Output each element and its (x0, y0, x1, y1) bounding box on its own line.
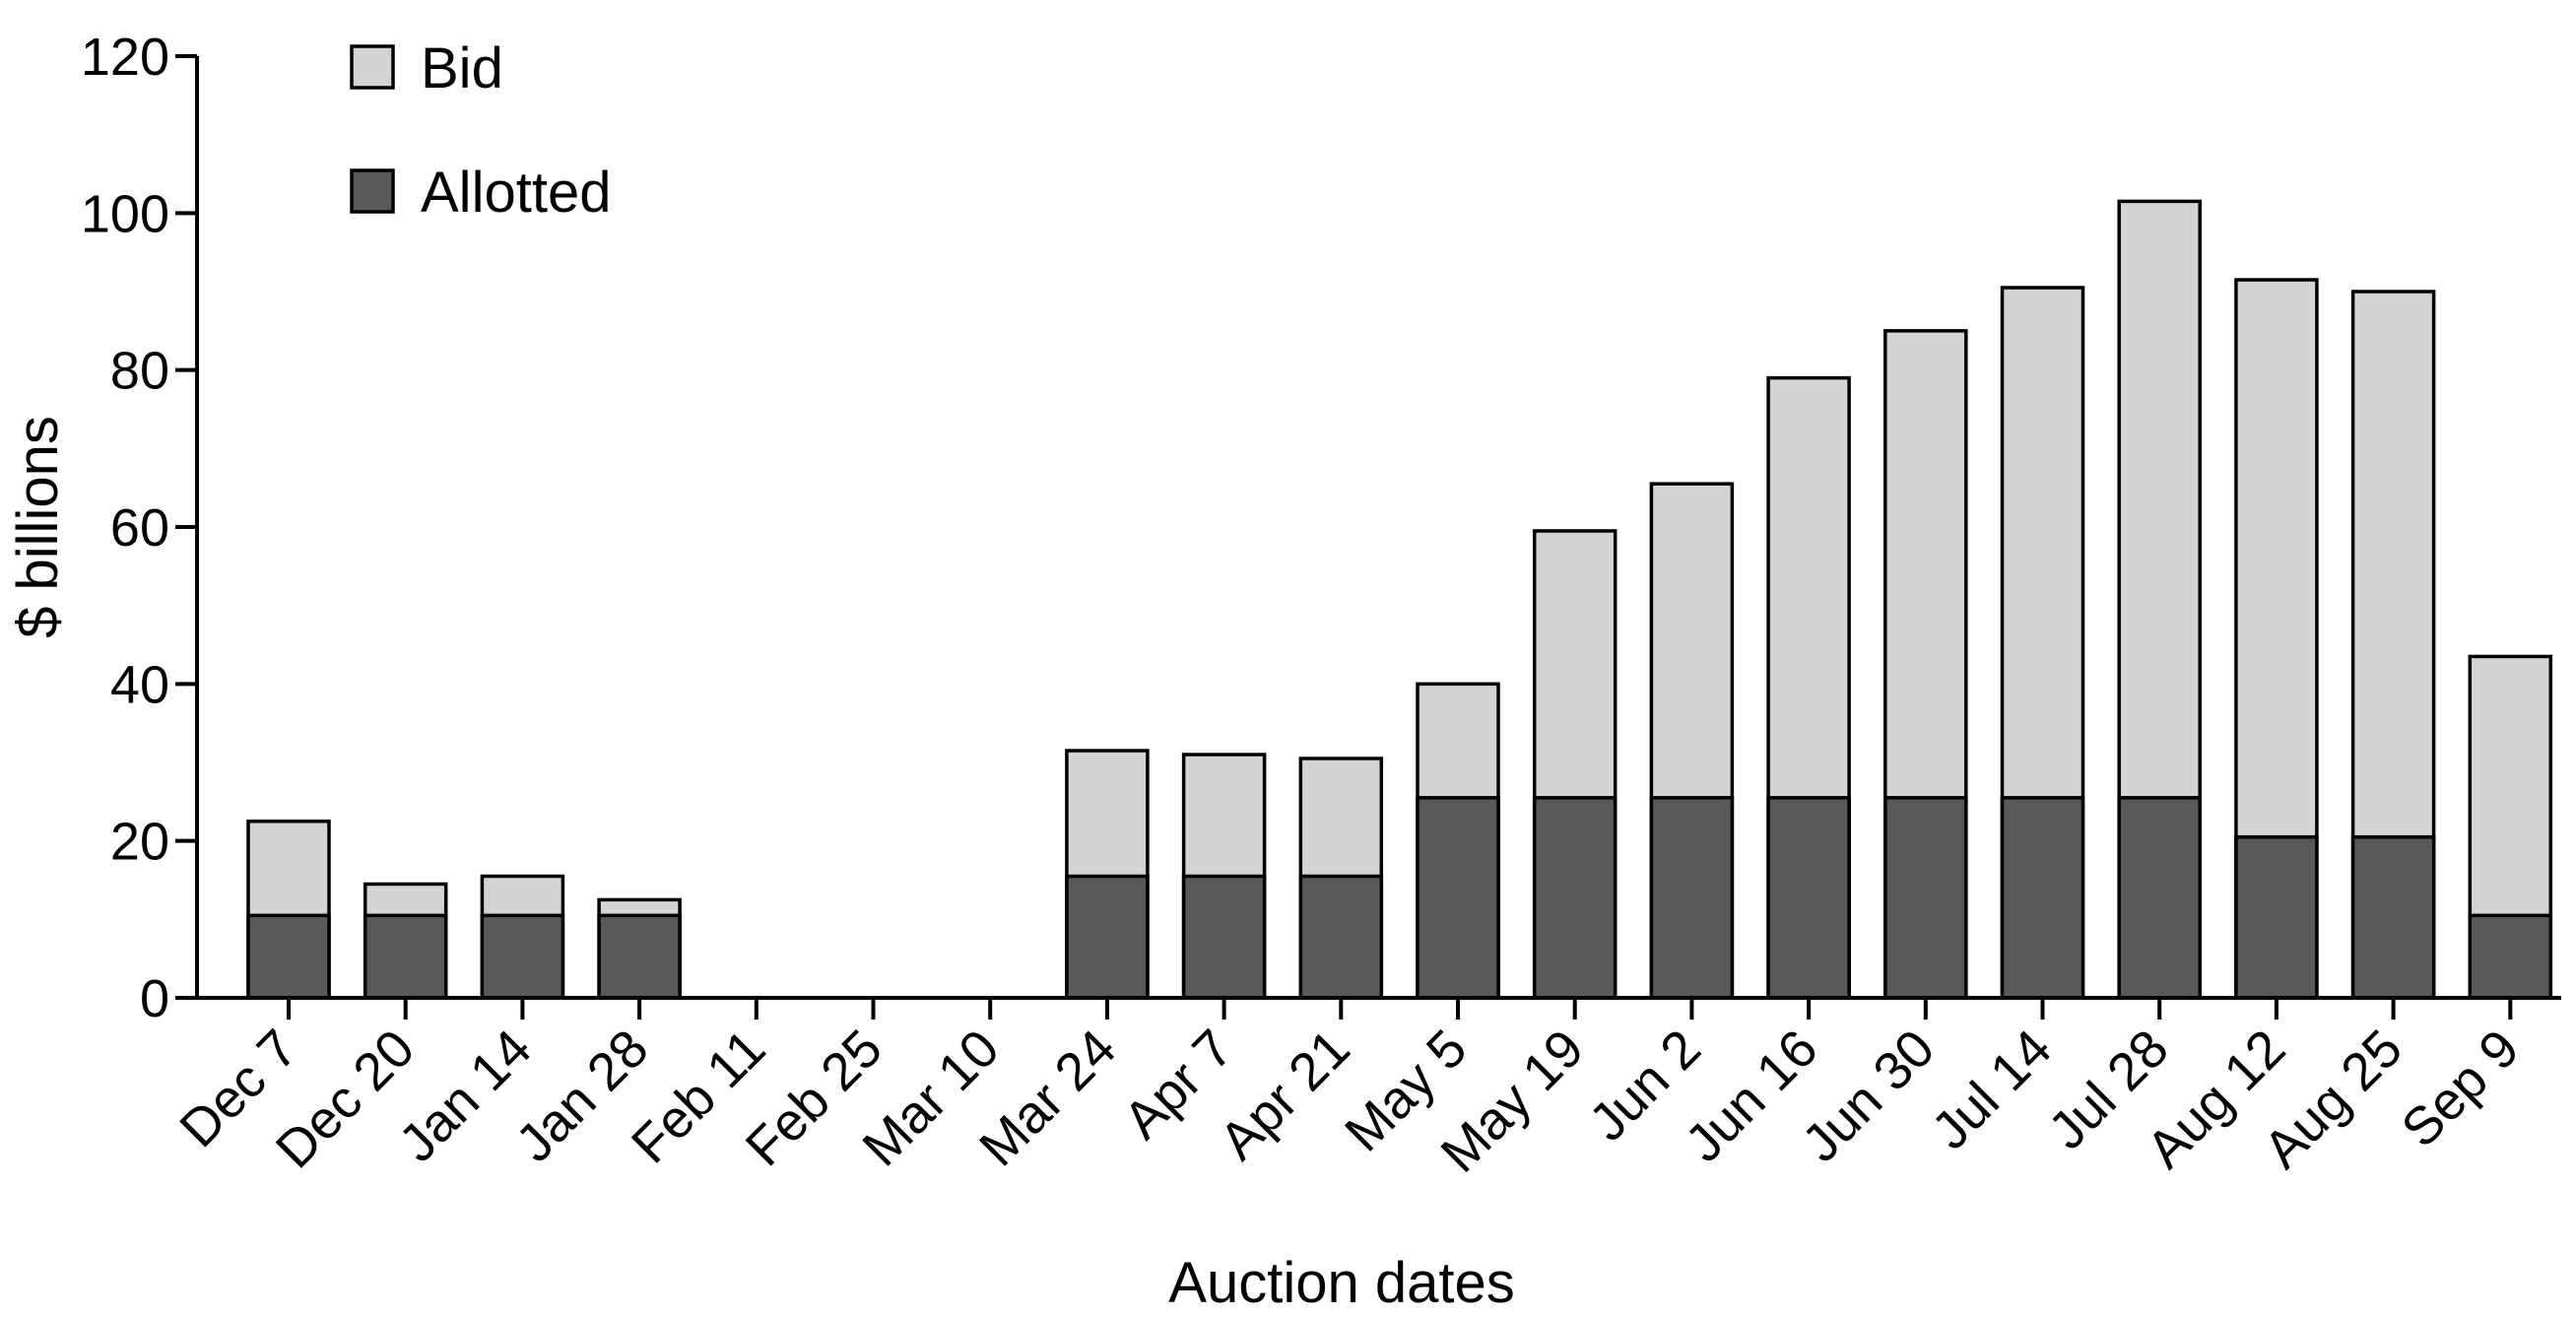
allotted-bar-may-19 (1532, 796, 1618, 1000)
legend-swatch-allotted (350, 168, 395, 214)
x-tick-label: Jul 14 (1921, 1019, 2063, 1160)
allotted-bar-jul-28 (2117, 796, 2202, 1000)
x-axis-title: Auction dates (1168, 1251, 1514, 1315)
allotted-bar-jun-16 (1766, 796, 1851, 1000)
bid-bars (246, 199, 2553, 1000)
legend-swatch-bid (350, 44, 395, 90)
allotted-bar-dec-20 (363, 913, 448, 1000)
allotted-bar-may-5 (1416, 796, 1500, 1000)
x-tick-label: Jun 16 (1675, 1019, 1829, 1173)
allotted-bar-sep-9 (2468, 913, 2553, 1000)
legend: Bid Allotted (350, 36, 611, 225)
legend-label-allotted: Allotted (421, 161, 611, 225)
allotted-bar-aug-25 (2350, 834, 2436, 1000)
x-tick-label: Jun 30 (1791, 1019, 1946, 1173)
allotted-bar-dec-7 (246, 913, 331, 1000)
y-tick-label: 40 (110, 655, 169, 714)
allotted-bar-jan-14 (480, 913, 565, 1000)
y-tick-label: 20 (110, 813, 169, 872)
y-axis-title: $ billions (6, 416, 70, 638)
legend-label-bid: Bid (421, 36, 503, 100)
allotted-bar-jan-28 (597, 913, 682, 1000)
x-tick-label: Apr 21 (1209, 1019, 1361, 1171)
allotted-bar-jun-30 (1883, 796, 1968, 1000)
y-tick-label: 0 (140, 969, 169, 1028)
y-tick-label: 80 (110, 342, 169, 401)
allotted-bar-mar-24 (1065, 874, 1150, 1000)
allotted-bar-apr-7 (1181, 874, 1267, 1000)
y-axis-ticks: 0 20 40 60 80 100 120 (81, 28, 197, 1028)
allotted-bars (246, 796, 2553, 1000)
allotted-bar-jun-2 (1649, 796, 1735, 1000)
allotted-bar-jul-14 (2000, 796, 2085, 1000)
allotted-bar-aug-12 (2234, 834, 2319, 1000)
y-tick-label: 60 (110, 498, 169, 558)
y-tick-label: 100 (81, 184, 169, 243)
x-tick-label: Jan 14 (388, 1019, 543, 1173)
allotted-bar-apr-21 (1298, 874, 1384, 1000)
y-tick-label: 120 (81, 28, 169, 87)
x-tick-label: Sep 9 (2391, 1019, 2531, 1158)
